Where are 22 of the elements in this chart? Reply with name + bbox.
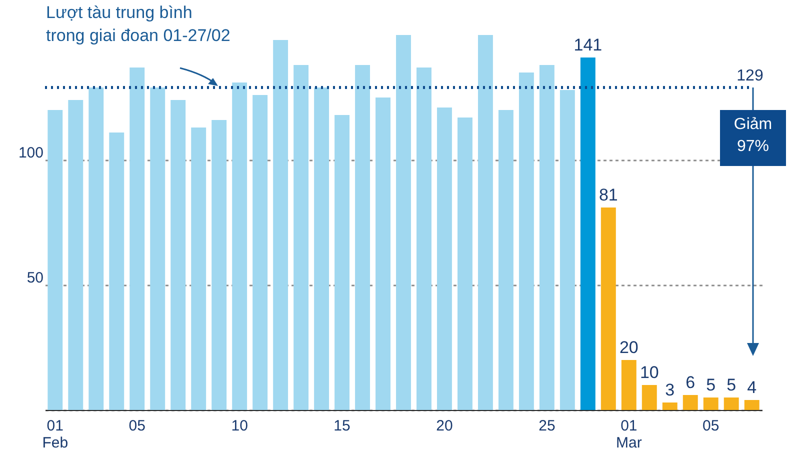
x-tick-label: 05 [128, 418, 146, 434]
y-tick-label: 100 [18, 144, 44, 162]
data-label: 3 [665, 380, 675, 400]
data-label: 81 [598, 186, 618, 204]
x-tick-label: 05 [702, 418, 720, 434]
x-tick-label: 10 [231, 418, 248, 434]
data-label: 10 [640, 363, 659, 382]
data-label: 6 [686, 373, 696, 392]
x-tick-label: 15 [334, 418, 350, 434]
data-label: 5 [726, 376, 736, 394]
data-label: 5 [706, 376, 716, 394]
y-tick-label: 50 [26, 270, 44, 286]
data-label: 20 [619, 338, 638, 357]
annotation: Lượt tàu trung bình trong giai đoan 01-27/02 [46, 3, 230, 45]
x-tick-label: 01 Feb [42, 418, 68, 452]
x-tick-label: 01 Mar [616, 418, 642, 452]
ref-line-label: 129 [736, 68, 764, 84]
x-tick-label: 25 [538, 418, 556, 434]
data-label: 4 [747, 378, 757, 397]
x-tick-label: 20 [436, 418, 453, 434]
data-label: 141 [574, 36, 602, 54]
annotation: Giảm 97% [734, 116, 772, 155]
